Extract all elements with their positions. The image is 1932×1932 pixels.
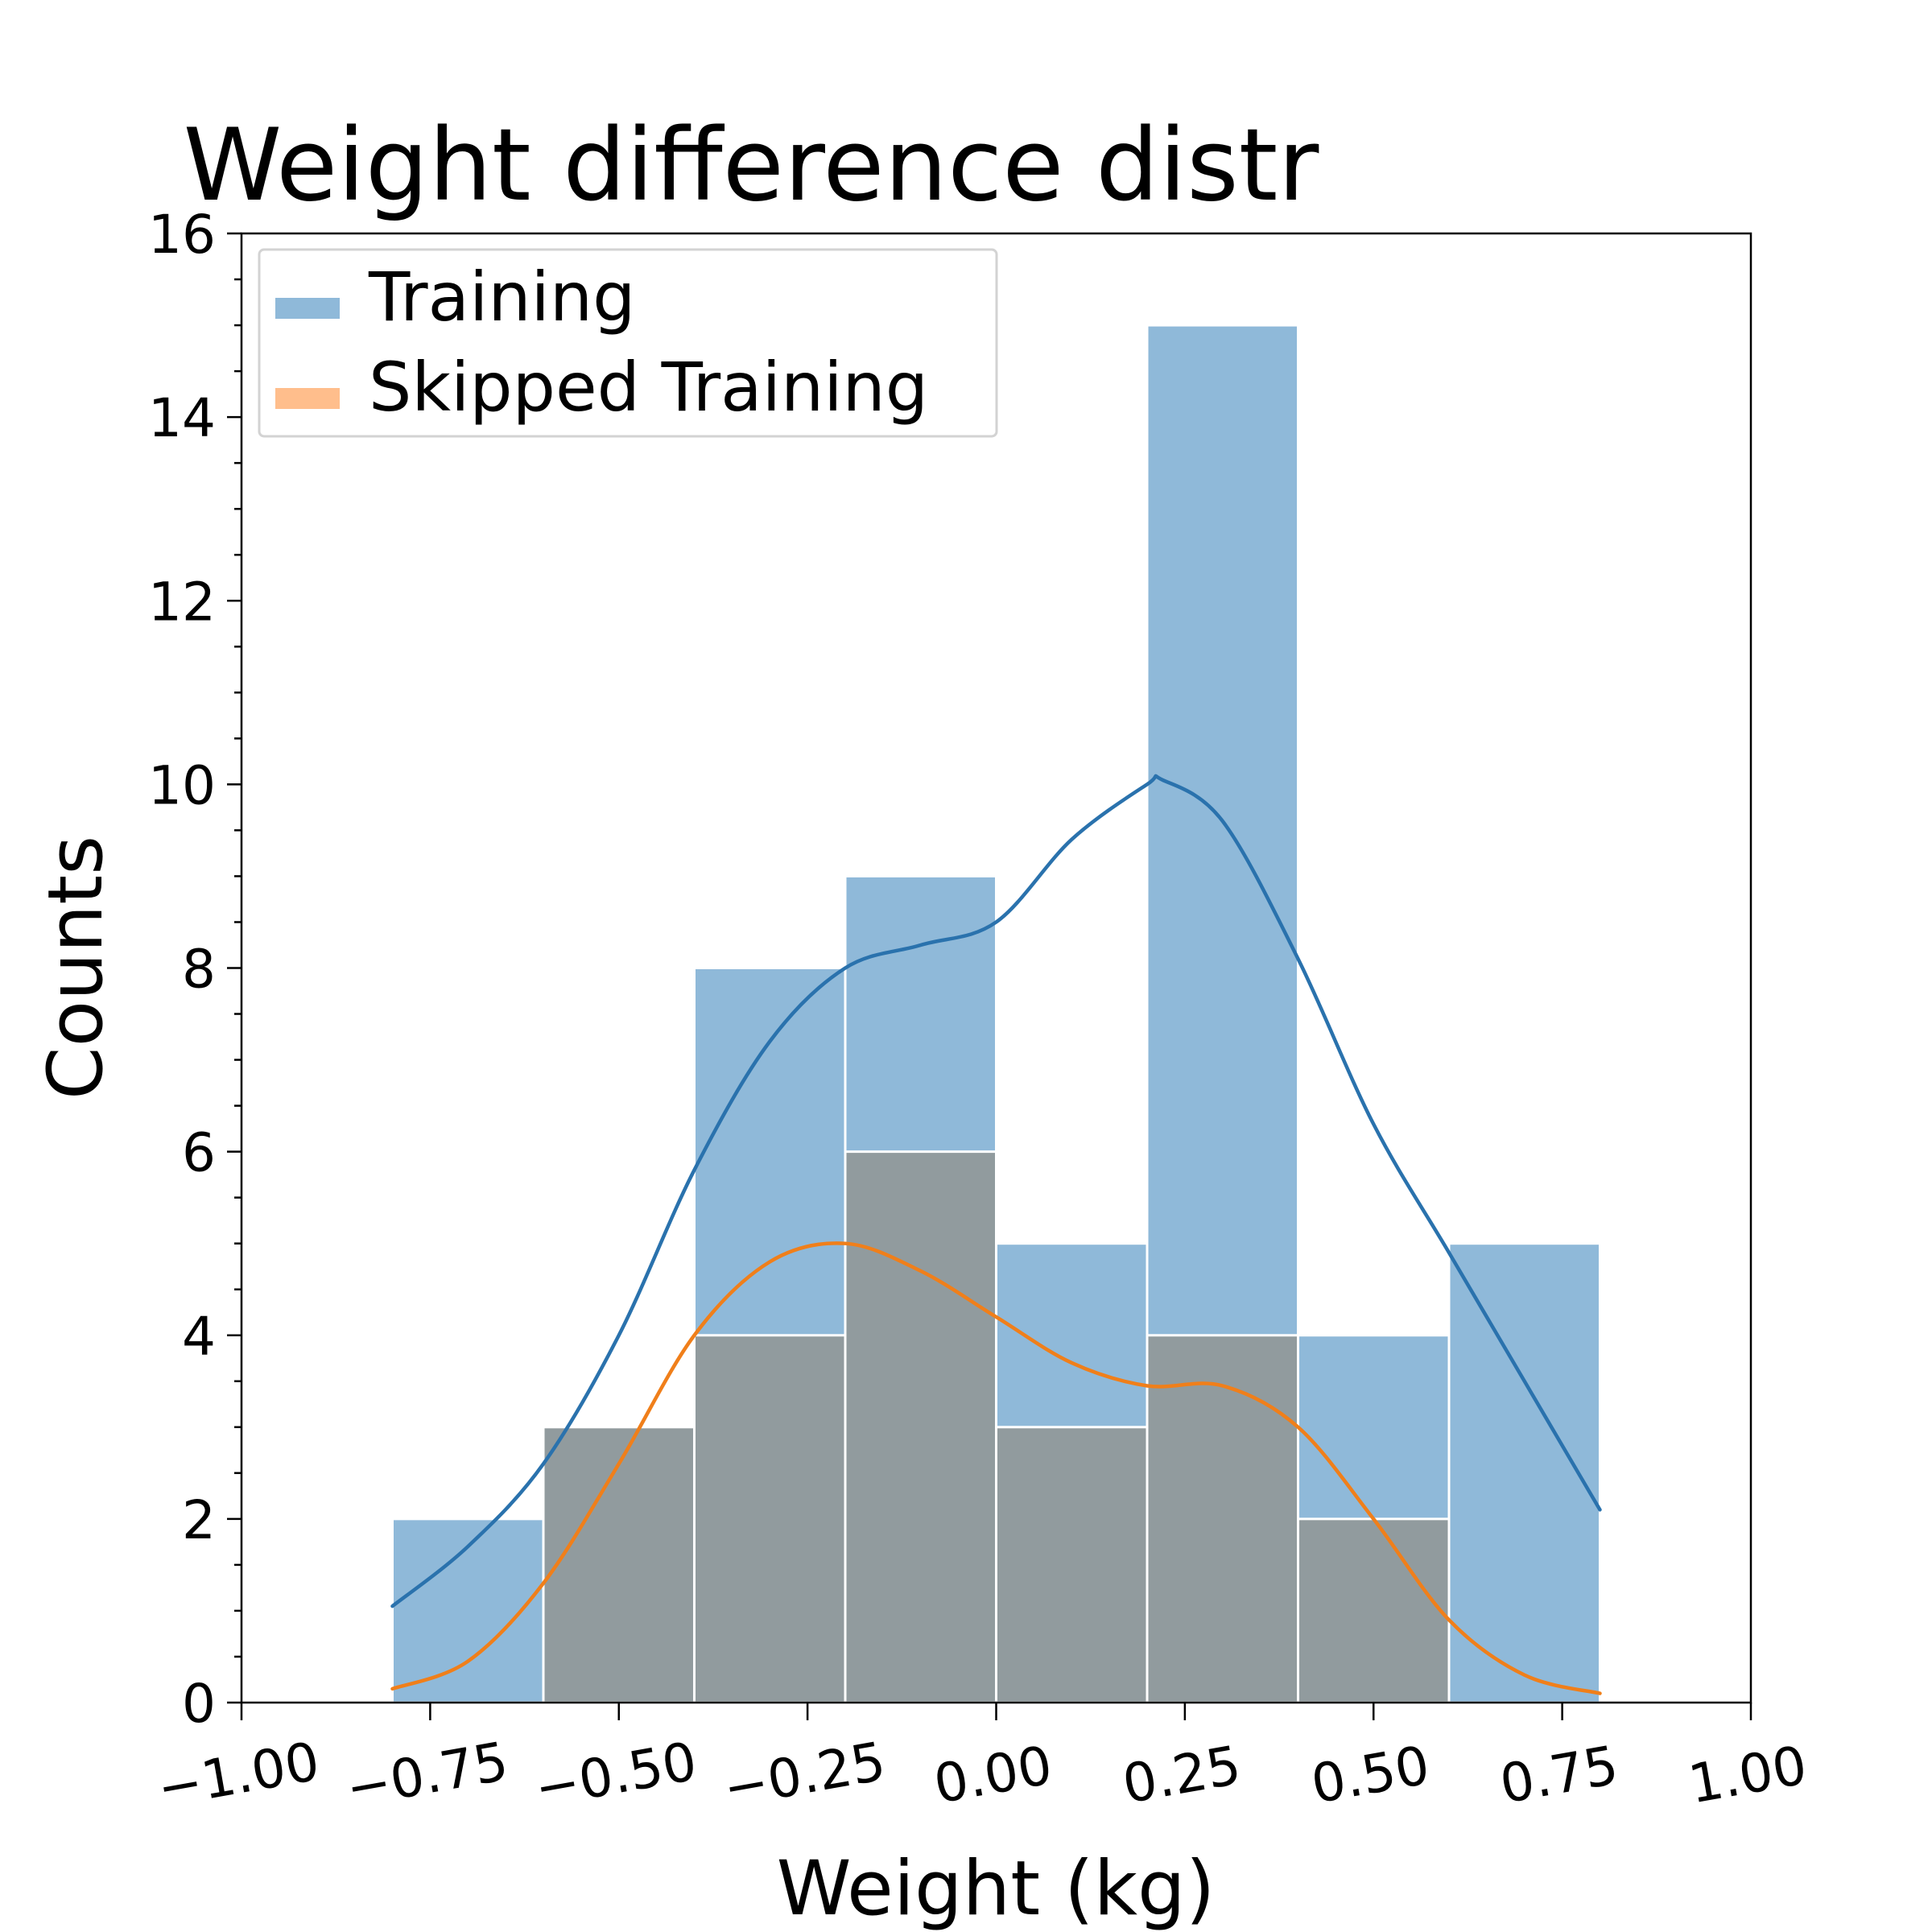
y-tick-label: 12 [148,571,216,633]
y-tick-label: 14 [148,387,216,449]
y-tick-label: 10 [148,754,216,816]
training-bar-0 [391,1517,545,1704]
y-tick-label: 16 [148,204,216,266]
legend-swatch-skipped-training [275,388,340,409]
histogram-bars [391,324,1601,1704]
y-tick-label: 0 [182,1673,216,1735]
y-tick-label: 8 [182,939,216,1001]
x-axis: −1.00 −0.75 −0.50 −0.25 0.00 0.25 0.50 0.75 1.00 [153,1703,1811,1819]
chart-title: Weight difference distr [184,108,1319,224]
legend-label-skipped-training: Skipped Training [369,348,928,427]
skipped-training-bar-1 [542,1426,696,1704]
skipped-training-kde-line [390,1241,1602,1695]
kde-curves [390,774,1602,1695]
training-kde-line [390,774,1602,1608]
y-tick-label: 6 [182,1122,216,1184]
skipped-training-bar-5 [1146,1334,1299,1704]
y-axis: 0 2 4 6 8 10 12 14 16 [148,204,242,1735]
skipped-training-bar-2 [693,1334,847,1704]
legend-swatch-training [275,298,340,319]
y-tick-label: 4 [182,1306,216,1368]
skipped-training-bar-4 [995,1426,1149,1704]
legend-box [258,248,998,438]
y-axis-label: Counts [32,836,120,1100]
training-bar-7 [1447,1242,1601,1704]
skipped-training-bar-3 [844,1150,997,1704]
legend: Training Skipped Training [258,248,998,438]
skipped-training-bar-6 [1297,1517,1451,1704]
legend-label-training: Training [368,258,635,336]
y-tick-label: 2 [182,1489,216,1551]
x-axis-label: Weight (kg) [777,1845,1216,1932]
